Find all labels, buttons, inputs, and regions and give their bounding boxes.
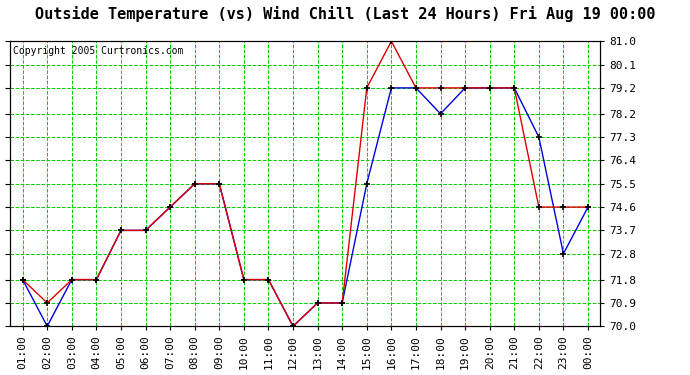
Text: Outside Temperature (vs) Wind Chill (Last 24 Hours) Fri Aug 19 00:00: Outside Temperature (vs) Wind Chill (Las…: [34, 6, 655, 22]
Text: Copyright 2005 Curtronics.com: Copyright 2005 Curtronics.com: [13, 45, 184, 56]
